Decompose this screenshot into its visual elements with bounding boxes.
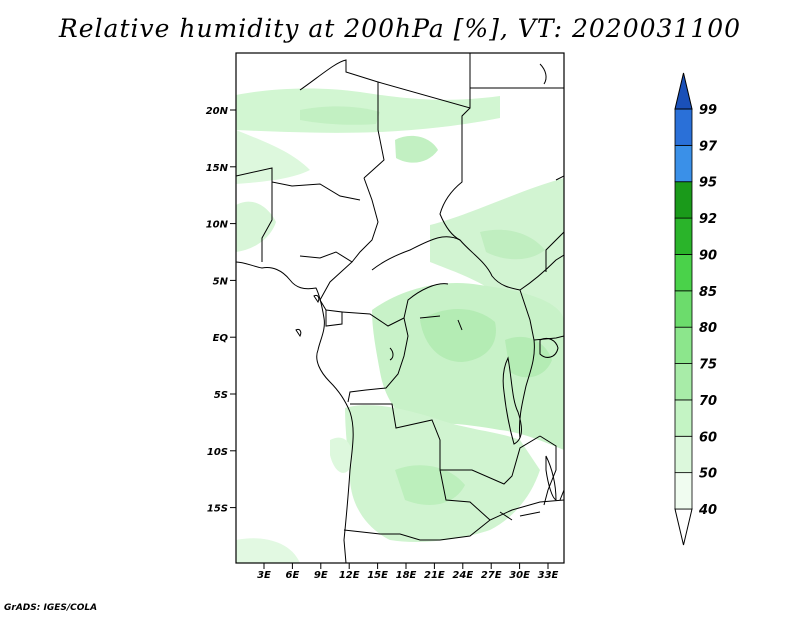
colorbar-box: [674, 144, 693, 183]
colorbar-box: [674, 181, 693, 219]
lon-tick-label: 27E: [481, 570, 502, 581]
colorbar-box: [674, 399, 693, 437]
lat-tick-label: 10S: [207, 447, 228, 458]
humidity-shading: [236, 88, 564, 563]
map-frame: [235, 52, 565, 564]
longitude-axis: 3E 6E 9E 12E 15E 18E 21E 24E 27E 30E 33E: [257, 563, 559, 581]
lon-tick-label: 3E: [257, 570, 271, 581]
lat-tick-label: 15S: [207, 504, 228, 515]
lat-tick-label: 10N: [206, 220, 229, 231]
colorbar-label: 70: [699, 394, 717, 409]
colorbar-box: [674, 435, 693, 474]
lon-tick-label: 6E: [286, 570, 300, 581]
lat-tick-label: 20N: [206, 106, 229, 117]
lat-tick-label: 15N: [206, 163, 229, 174]
lon-tick-label: 15E: [367, 570, 388, 581]
colorbar-box: [674, 290, 693, 328]
lon-tick-label: 18E: [396, 570, 417, 581]
colorbar-label: 90: [699, 248, 717, 263]
colorbar-min-arrow: [674, 508, 693, 546]
latitude-axis: 20N 15N 10N 5N EQ 5S 10S 15S: [206, 106, 236, 515]
chart-title: Relative humidity at 200hPa [%], VT: 202…: [58, 14, 742, 43]
colorbar-label: 80: [699, 321, 717, 336]
colorbar-box: [674, 217, 693, 255]
colorbar-label: 95: [699, 176, 717, 191]
colorbar-label: 60: [699, 430, 717, 445]
colorbar-max-arrow: [674, 72, 693, 110]
colorbar-box: [674, 363, 693, 401]
colorbar-label: 92: [699, 212, 717, 227]
colorbar-box: [674, 326, 693, 364]
lon-tick-label: 9E: [314, 570, 328, 581]
colorbar-label: 85: [699, 285, 717, 300]
country-borders: [236, 53, 564, 563]
lon-tick-label: 12E: [339, 570, 360, 581]
colorbar-label: 97: [699, 139, 718, 154]
lon-tick-label: 24E: [452, 570, 473, 581]
lat-tick-label: 5N: [213, 276, 229, 287]
colorbar: 40 50 60 70 75 80 85 90 92 95 97 99: [674, 72, 718, 546]
colorbar-box: [674, 254, 693, 292]
colorbar-box: [674, 472, 693, 510]
lat-tick-label: EQ: [213, 333, 229, 344]
grads-credit: GrADS: IGES/COLA: [4, 603, 98, 613]
lon-tick-label: 33E: [538, 570, 559, 581]
colorbar-box: [674, 108, 693, 146]
colorbar-label: 75: [699, 358, 717, 373]
lon-tick-label: 21E: [424, 570, 445, 581]
colorbar-label: 40: [698, 503, 717, 518]
colorbar-label: 99: [699, 103, 717, 118]
lon-tick-label: 30E: [509, 570, 530, 581]
colorbar-label: 50: [699, 467, 717, 482]
lat-tick-label: 5S: [214, 390, 228, 401]
